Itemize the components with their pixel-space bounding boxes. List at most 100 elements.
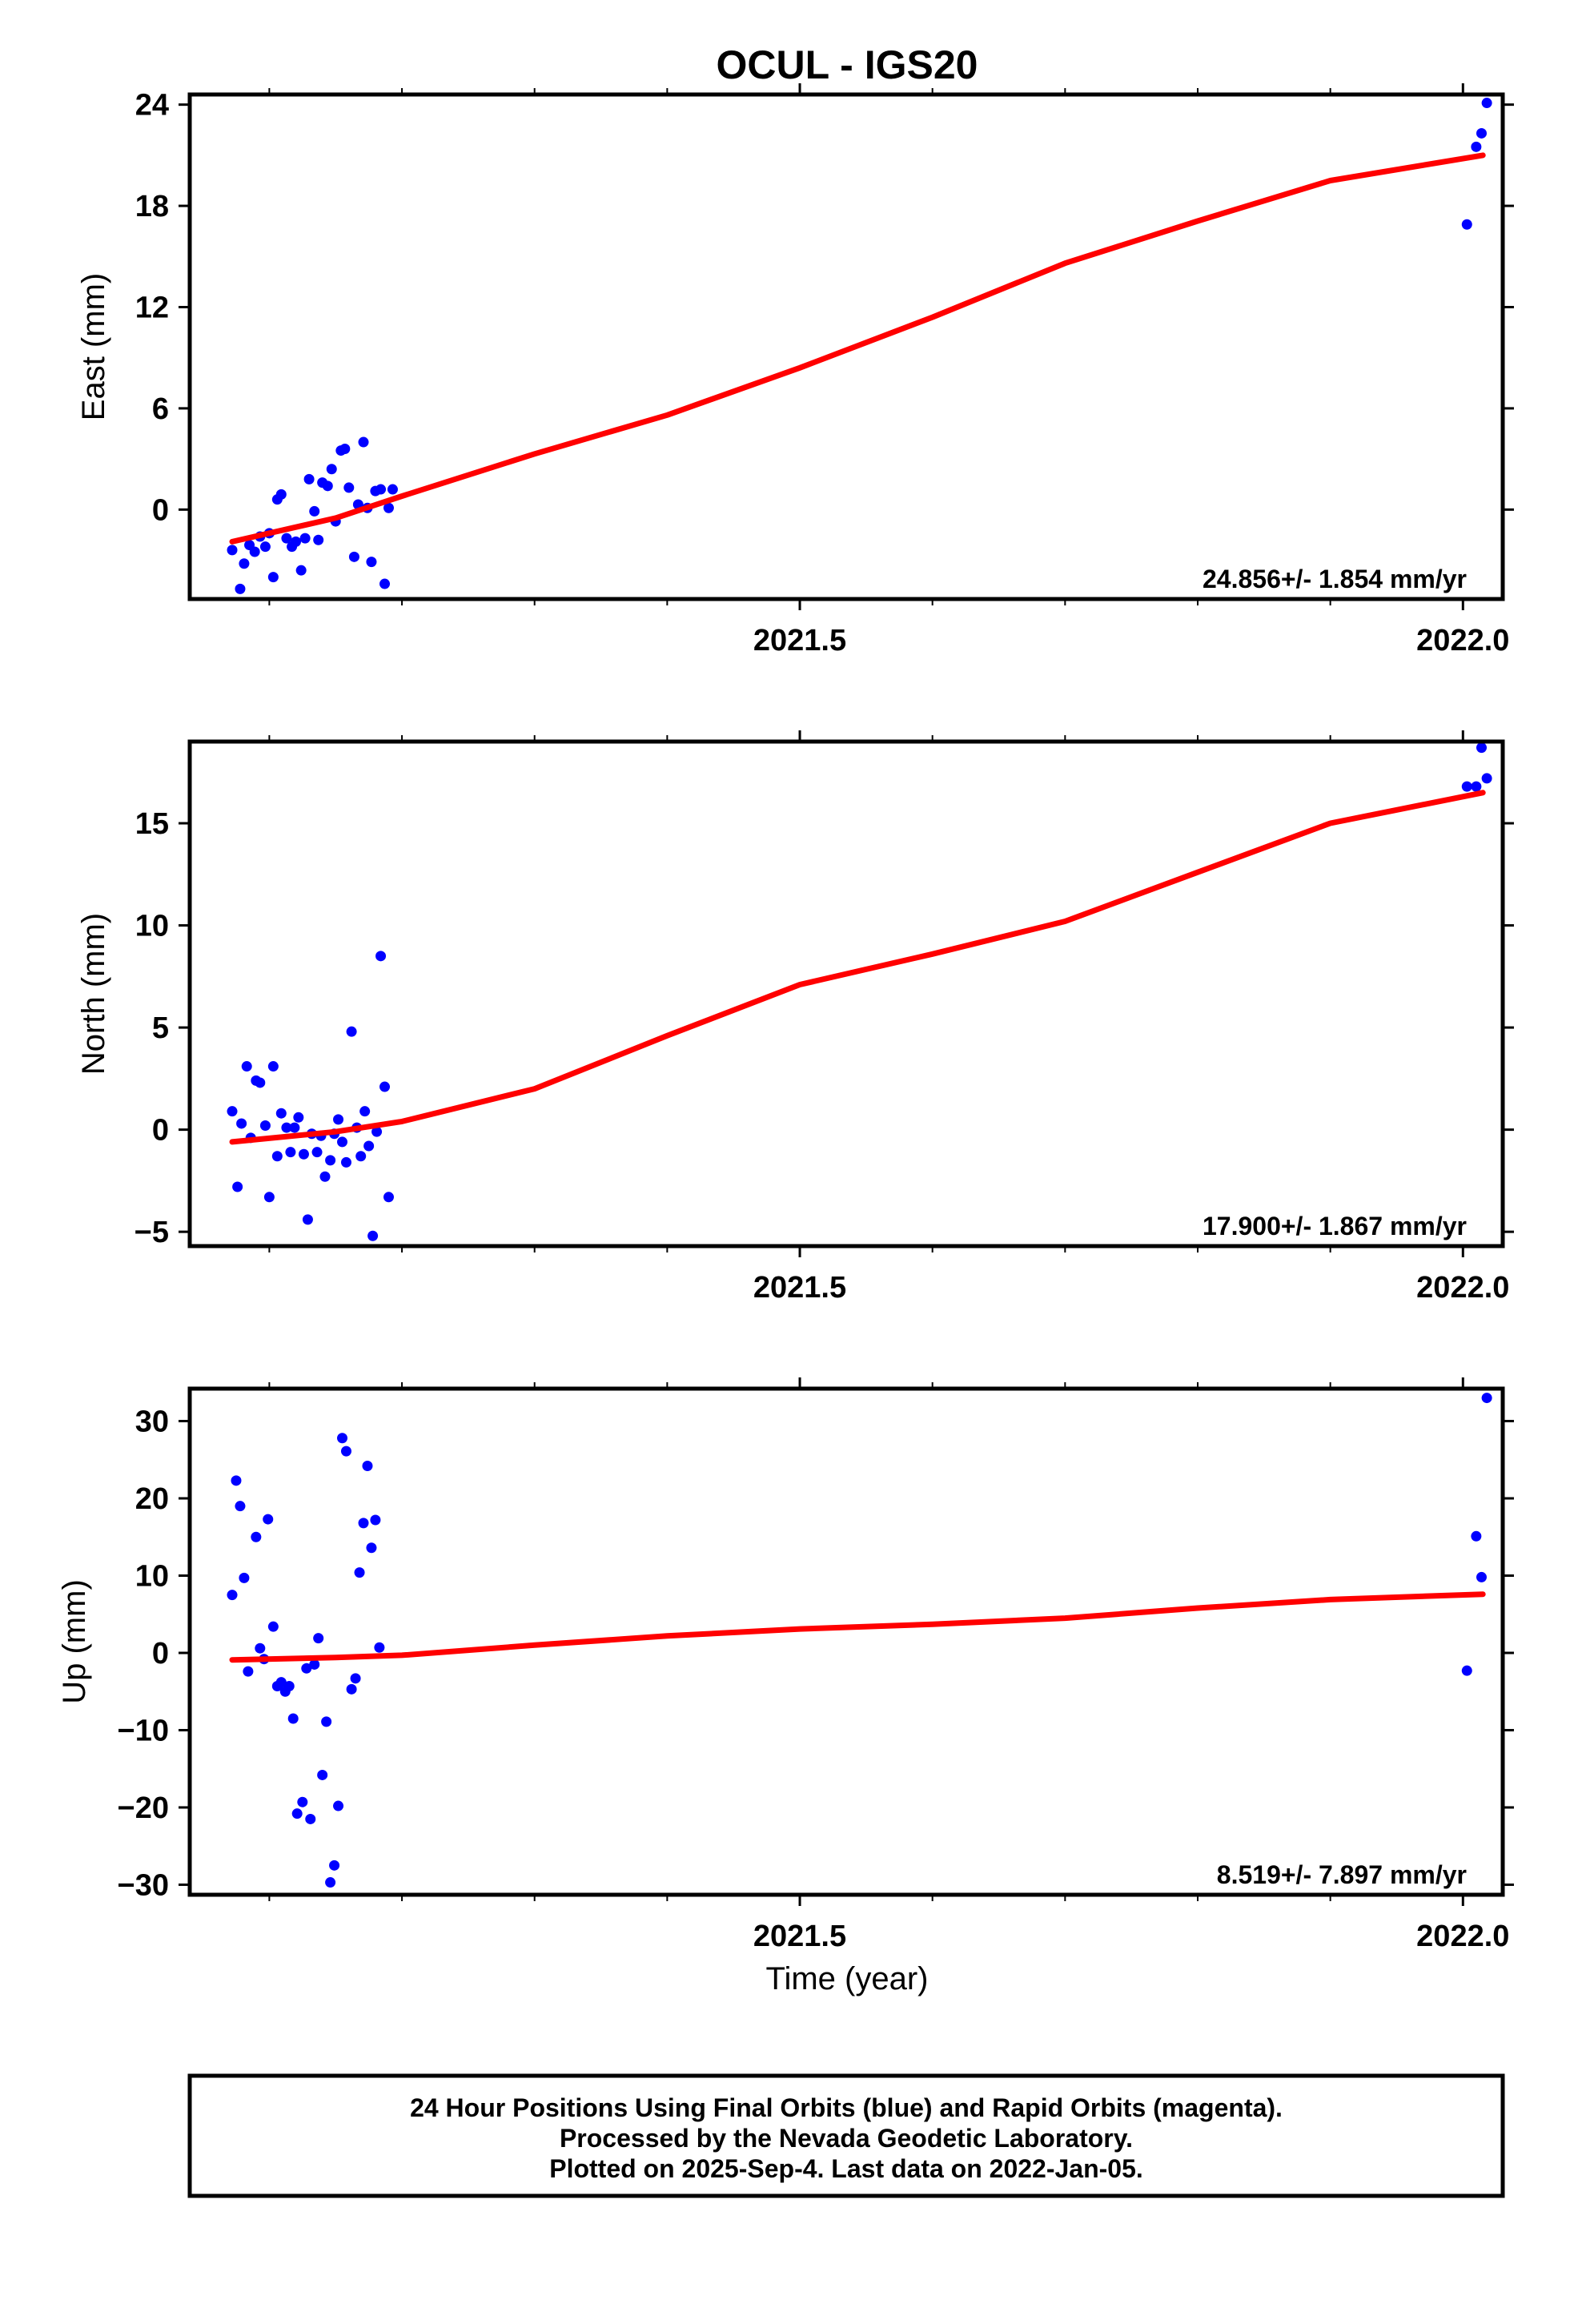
y-tick-label: 0 bbox=[152, 493, 169, 527]
data-point bbox=[375, 484, 387, 495]
data-point bbox=[325, 1155, 336, 1166]
data-point bbox=[236, 1118, 247, 1129]
plot-area bbox=[227, 742, 1492, 1241]
y-tick-label: 30 bbox=[135, 1405, 169, 1439]
plot-area bbox=[227, 98, 1492, 594]
y-tick-label: −20 bbox=[118, 1791, 169, 1825]
data-point bbox=[350, 1673, 361, 1684]
data-point bbox=[379, 578, 391, 589]
y-axis-label: East (mm) bbox=[76, 273, 111, 420]
panel-frame bbox=[187, 739, 1505, 1248]
y-tick-label: 24 bbox=[135, 89, 169, 123]
data-point bbox=[291, 1808, 303, 1819]
data-point bbox=[275, 489, 287, 500]
data-point bbox=[367, 1230, 379, 1241]
data-point bbox=[311, 1147, 323, 1158]
data-point bbox=[363, 1140, 375, 1152]
data-point bbox=[289, 1122, 300, 1133]
data-point bbox=[309, 505, 320, 517]
data-point bbox=[259, 1120, 271, 1132]
data-point bbox=[231, 1475, 242, 1486]
data-point bbox=[297, 1796, 308, 1807]
y-tick-label: −30 bbox=[118, 1868, 169, 1902]
data-point bbox=[241, 1061, 252, 1072]
y-tick-label: 20 bbox=[135, 1482, 169, 1516]
data-point bbox=[251, 1531, 262, 1542]
x-tick-label: 2021.5 bbox=[753, 624, 846, 657]
data-point bbox=[362, 1460, 373, 1471]
data-point bbox=[299, 533, 311, 544]
data-point bbox=[291, 536, 302, 547]
data-point bbox=[285, 1147, 296, 1158]
data-point bbox=[239, 558, 250, 569]
y-tick-label: 15 bbox=[135, 807, 169, 841]
data-point bbox=[1476, 127, 1487, 139]
data-point bbox=[346, 1026, 357, 1037]
data-point bbox=[313, 1633, 324, 1644]
data-point bbox=[259, 541, 271, 553]
panel-frame bbox=[187, 1386, 1505, 1897]
data-point bbox=[371, 1126, 383, 1137]
data-point bbox=[235, 1501, 246, 1512]
up-panel: −30 −20 −10 0 10 20 30 2021.5 2022.0 Up (mm) 8.519… bbox=[57, 1377, 1514, 1953]
data-point bbox=[1481, 1393, 1492, 1404]
data-point bbox=[227, 1106, 238, 1117]
x-tick-label: 2022.0 bbox=[1416, 624, 1509, 657]
y-tick-label: −5 bbox=[135, 1216, 169, 1249]
fit-line bbox=[229, 152, 1486, 545]
y-axis-label: North (mm) bbox=[76, 913, 111, 1075]
y-tick-label: 12 bbox=[135, 291, 169, 324]
data-point bbox=[379, 1081, 391, 1092]
data-point bbox=[340, 1156, 351, 1168]
y-tick-label: 5 bbox=[152, 1011, 169, 1045]
data-point bbox=[235, 583, 246, 594]
data-point bbox=[337, 1136, 348, 1148]
y-tick-label: 6 bbox=[152, 392, 169, 426]
y-tick-label: 0 bbox=[152, 1637, 169, 1671]
data-point bbox=[366, 1542, 377, 1554]
data-point bbox=[374, 1642, 385, 1653]
east-panel: 0 6 12 18 24 2021.5 2022.0 East (mm) 24.856+/- 1… bbox=[76, 83, 1514, 657]
data-point bbox=[267, 1621, 279, 1632]
y-axis-label: Up (mm) bbox=[57, 1579, 92, 1704]
data-point bbox=[346, 1683, 357, 1695]
data-point bbox=[319, 1171, 331, 1182]
data-point bbox=[325, 1877, 336, 1888]
y-tick-label: −10 bbox=[118, 1714, 169, 1747]
data-point bbox=[1481, 773, 1492, 784]
data-point bbox=[333, 1800, 344, 1811]
data-point bbox=[387, 484, 398, 495]
data-point bbox=[255, 1077, 266, 1088]
x-tick-label: 2022.0 bbox=[1416, 1271, 1509, 1305]
footer-frame bbox=[187, 2073, 1505, 2198]
data-point bbox=[358, 436, 369, 448]
y-tick-label: 10 bbox=[135, 910, 169, 943]
y-tick-label: 18 bbox=[135, 190, 169, 223]
y-tick-label: 0 bbox=[152, 1114, 169, 1148]
velocity-label: 24.856+/- 1.854 mm/yr bbox=[1203, 565, 1467, 593]
data-point bbox=[354, 1567, 365, 1578]
data-point bbox=[295, 565, 307, 576]
footer-line-3: Plotted on 2025-Sep-4. Last data on 2022… bbox=[549, 2154, 1143, 2183]
x-tick-label: 2022.0 bbox=[1416, 1920, 1509, 1953]
data-point bbox=[275, 1108, 287, 1119]
data-point bbox=[271, 1151, 283, 1162]
data-point bbox=[298, 1148, 309, 1160]
data-point bbox=[302, 1214, 313, 1225]
data-point bbox=[355, 1151, 367, 1162]
data-point bbox=[287, 1713, 299, 1724]
data-point bbox=[333, 1114, 344, 1125]
data-point bbox=[348, 551, 359, 562]
data-point bbox=[267, 1061, 279, 1072]
data-point bbox=[281, 1122, 292, 1133]
data-point bbox=[232, 1181, 243, 1192]
data-point bbox=[366, 557, 377, 568]
data-point bbox=[1461, 219, 1472, 230]
data-point bbox=[339, 443, 351, 454]
data-point bbox=[322, 480, 333, 492]
data-point bbox=[301, 1663, 312, 1674]
data-point bbox=[370, 1514, 381, 1526]
data-point bbox=[1471, 141, 1482, 152]
data-point bbox=[337, 1433, 348, 1444]
